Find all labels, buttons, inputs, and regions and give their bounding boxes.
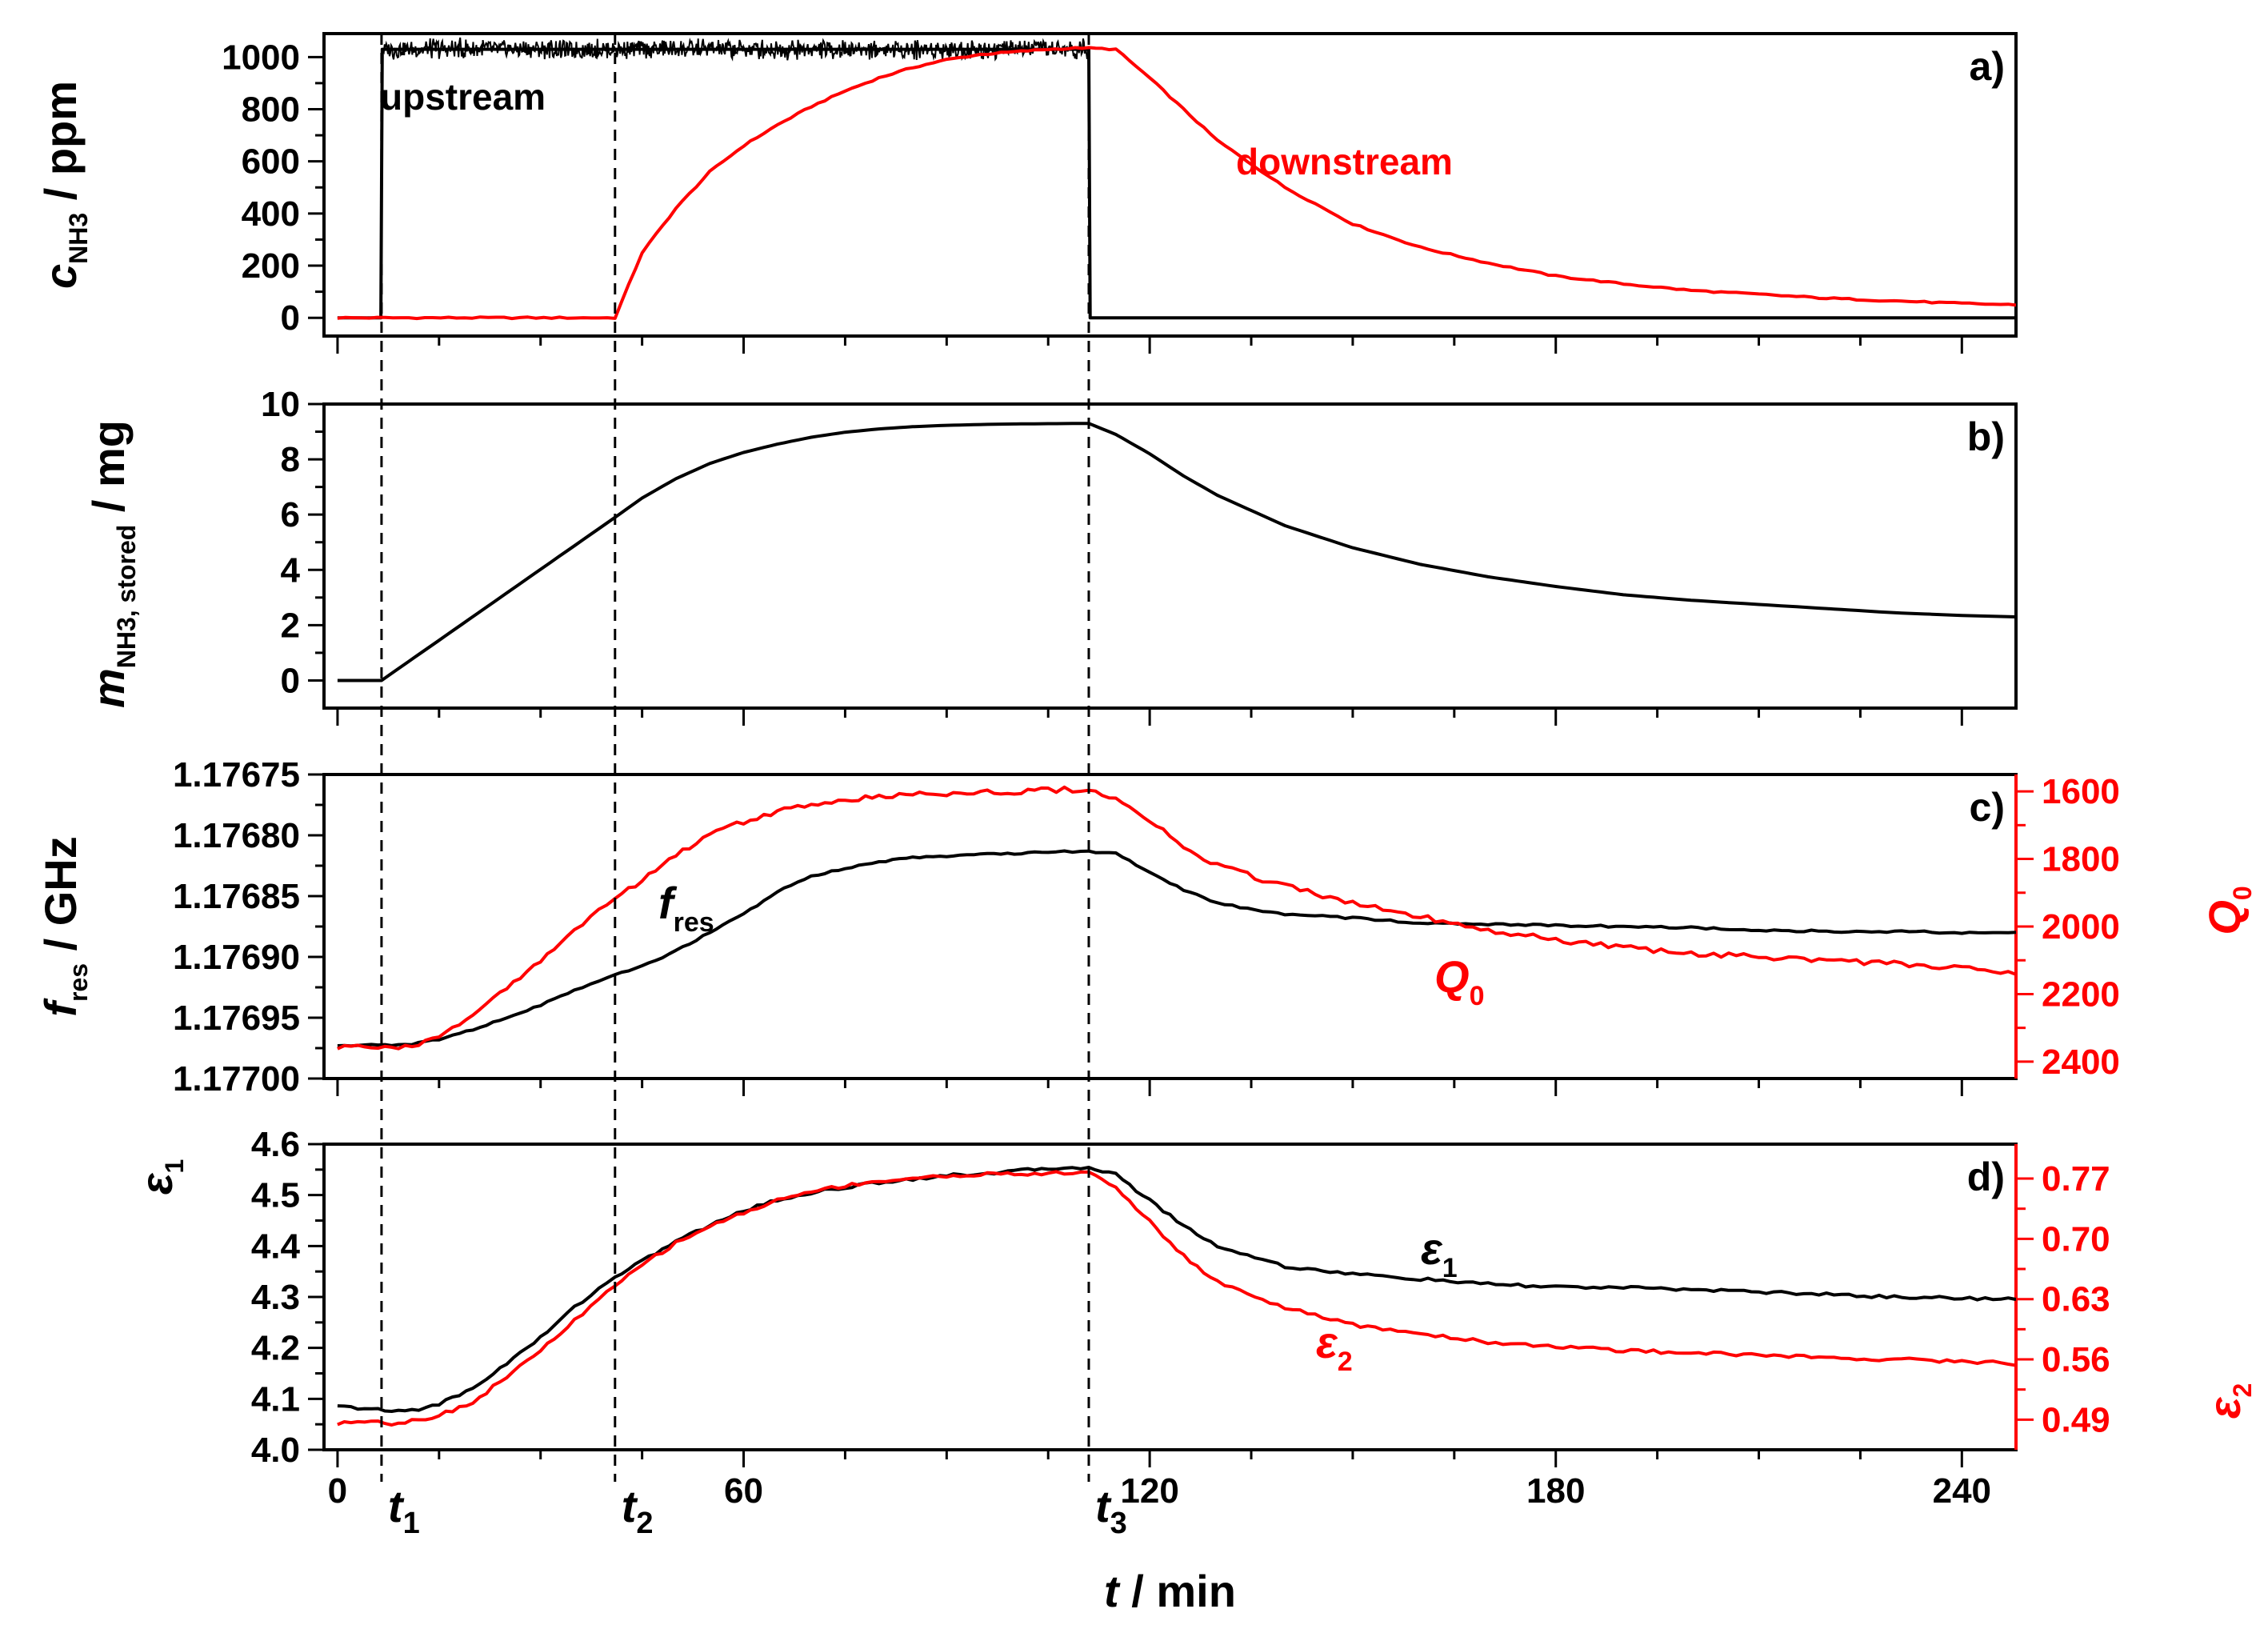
annotation-fres: fres bbox=[658, 878, 714, 938]
panel-label: b) bbox=[1967, 414, 2005, 459]
series-line-upstream bbox=[337, 47, 2016, 320]
plot-frame bbox=[322, 402, 2018, 710]
y-tick-label: 1.17690 bbox=[173, 938, 300, 977]
y-tick-label: 200 bbox=[242, 246, 300, 286]
y-tick-label: 4.6 bbox=[251, 1125, 300, 1164]
svg-text:fres / GHz: fres / GHz bbox=[35, 836, 93, 1016]
annotation-eps2: ε2 bbox=[1316, 1317, 1353, 1377]
right-y-tick-label: 0.63 bbox=[2042, 1280, 2110, 1319]
panel-label: d) bbox=[1967, 1155, 2005, 1199]
series-line-f-res bbox=[337, 849, 2016, 1048]
series-line--2 bbox=[337, 1170, 2016, 1427]
annotation-eps1: ε1 bbox=[1421, 1223, 1458, 1283]
panel-label: a) bbox=[1970, 44, 2005, 89]
x-tick-label: 240 bbox=[1933, 1471, 1991, 1511]
series-group bbox=[337, 422, 2016, 682]
upstream-noise bbox=[381, 37, 1090, 62]
y-tick-label: 1.17700 bbox=[173, 1059, 300, 1099]
y-tick-label: 4.1 bbox=[251, 1379, 300, 1419]
y-tick-label: 10 bbox=[261, 385, 300, 424]
y-tick-label: 4.3 bbox=[251, 1278, 300, 1317]
y-tick-label: 4.4 bbox=[251, 1227, 301, 1266]
y-tick-label: 600 bbox=[242, 142, 300, 182]
panel-d: 4.0 4.1 4.2 4.3 4.4 4.5 4.6 0.49 0.56 0.63 0.70 0.7… bbox=[251, 1125, 2110, 1470]
x-tick-label: 60 bbox=[724, 1471, 763, 1511]
series-line--1 bbox=[337, 1166, 2016, 1413]
annotation-downstream: downstream bbox=[1236, 141, 1453, 182]
y-tick-label: 6 bbox=[281, 495, 300, 534]
y-tick-label: 1.17680 bbox=[173, 816, 300, 855]
right-y-tick-label: 0.49 bbox=[2042, 1400, 2110, 1439]
right-y-tick-label: 2200 bbox=[2042, 975, 2120, 1014]
svg-text:ε1: ε1 bbox=[131, 1159, 189, 1195]
right-y-tick-label: 0.77 bbox=[2042, 1159, 2110, 1199]
right-y-tick-label: 2000 bbox=[2042, 907, 2120, 947]
y-axis-title-a: cNH3 / ppm bbox=[35, 81, 93, 289]
y-tick-label: 0 bbox=[281, 661, 300, 700]
y-axis-title-b: mNH3, stored / mg bbox=[83, 420, 141, 708]
y-tick-label: 4.2 bbox=[251, 1329, 300, 1368]
y-axis-title-right-d: ε2 bbox=[2199, 1383, 2257, 1419]
series-line-m-nh3-stored bbox=[337, 422, 2016, 682]
panel-a: 0 200 400 600 800 1000 a) bbox=[222, 32, 2018, 354]
svg-text:Q0: Q0 bbox=[2199, 886, 2257, 935]
y-tick-label: 1.17675 bbox=[173, 755, 300, 794]
series-group bbox=[337, 1166, 2016, 1427]
panel-c: 1.17675 1.17680 1.17685 1.17690 1.17695 1.177… bbox=[173, 755, 2120, 1099]
y-tick-label: 8 bbox=[281, 440, 300, 479]
event-label-t1: t1 bbox=[388, 1481, 420, 1540]
y-axis-title-c: fres / GHz bbox=[35, 836, 93, 1016]
right-y-tick-label: 1800 bbox=[2042, 840, 2120, 879]
x-tick-label: 180 bbox=[1526, 1471, 1585, 1511]
event-label-t2: t2 bbox=[622, 1481, 654, 1540]
right-y-tick-label: 1600 bbox=[2042, 772, 2120, 811]
x-axis-title: t / min bbox=[1104, 1566, 1236, 1616]
series-group bbox=[337, 37, 2016, 321]
y-tick-label: 1.17685 bbox=[173, 877, 300, 916]
x-tick-label: 0 bbox=[328, 1471, 347, 1511]
plot-frame bbox=[322, 1143, 2018, 1451]
y-tick-label: 800 bbox=[242, 90, 300, 130]
svg-text:cNH3 / ppm: cNH3 / ppm bbox=[35, 81, 93, 289]
svg-text:mNH3, stored / mg: mNH3, stored / mg bbox=[83, 420, 141, 708]
event-label-t3: t3 bbox=[1095, 1481, 1127, 1540]
annotation-q0: Q0 bbox=[1434, 951, 1484, 1011]
series-line-q-0 bbox=[337, 785, 2016, 1051]
series-line-downstream bbox=[337, 46, 2016, 321]
svg-text:ε2: ε2 bbox=[2199, 1383, 2257, 1419]
y-tick-label: 4 bbox=[281, 550, 301, 590]
y-axis-title-right-c: Q0 bbox=[2199, 886, 2257, 935]
panel-label: c) bbox=[1970, 785, 2005, 830]
y-tick-label: 4.5 bbox=[251, 1176, 300, 1215]
right-y-tick-label: 0.70 bbox=[2042, 1219, 2110, 1259]
right-y-tick-label: 0.56 bbox=[2042, 1340, 2110, 1379]
annotation-upstream: upstream bbox=[380, 76, 546, 118]
panel-b: 0 2 4 6 8 10 b) bbox=[261, 385, 2018, 726]
right-y-tick-label: 2400 bbox=[2042, 1043, 2120, 1082]
y-tick-label: 0 bbox=[281, 298, 300, 338]
y-tick-label: 4.0 bbox=[251, 1431, 300, 1470]
y-tick-label: 400 bbox=[242, 194, 300, 234]
y-axis-title-d: ε1 bbox=[131, 1159, 189, 1195]
y-tick-label: 1.17695 bbox=[173, 999, 300, 1038]
y-tick-label: 2 bbox=[281, 606, 300, 645]
series-group bbox=[337, 785, 2016, 1051]
y-tick-label: 1000 bbox=[222, 38, 300, 77]
x-tick-label: 120 bbox=[1120, 1471, 1178, 1511]
plot-frame bbox=[322, 32, 2018, 338]
